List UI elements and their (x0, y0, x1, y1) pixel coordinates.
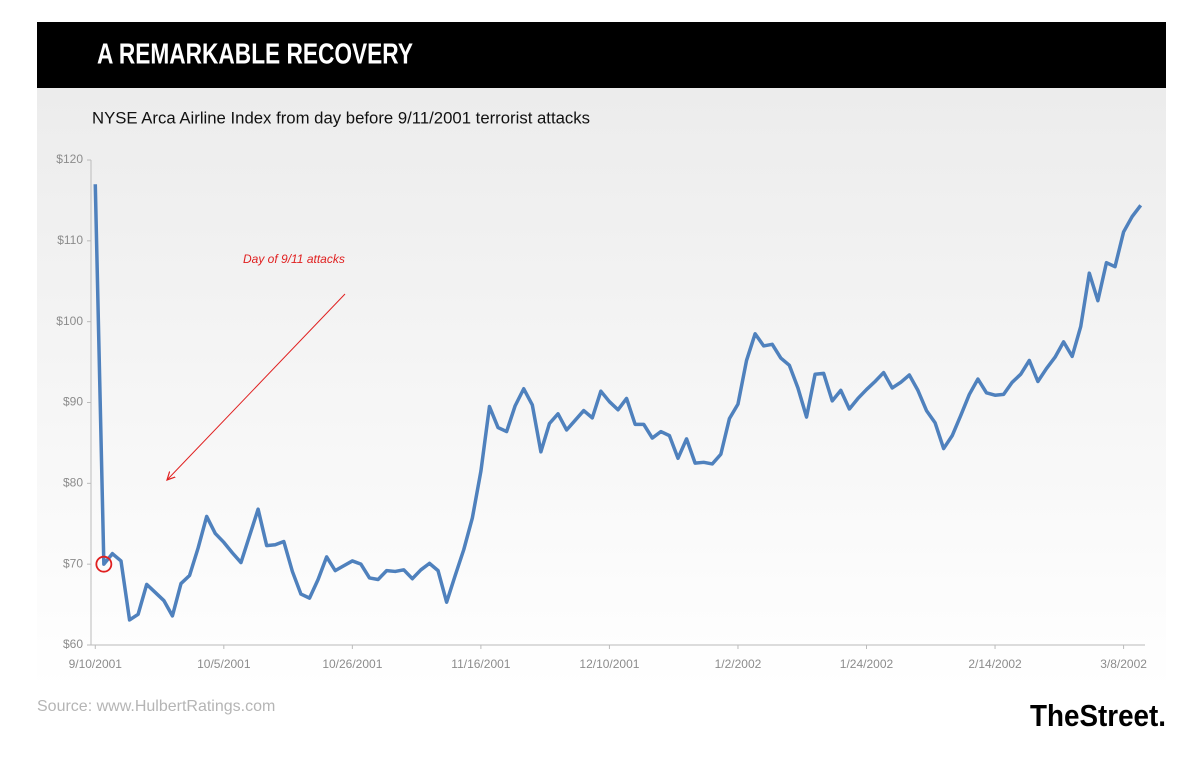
y-tick-label: $80 (63, 476, 83, 490)
source: Source: www.HulbertRatings.com (37, 698, 275, 715)
annotation-arrow (167, 293, 346, 480)
data-line (93, 184, 1143, 622)
logo: TheStreet. (1030, 698, 1166, 733)
x-tick-label: 2/14/2002 (968, 657, 1022, 671)
x-tick-label: 3/8/2002 (1100, 657, 1147, 671)
x-tick-label: 10/26/2001 (322, 657, 382, 671)
y-tick-label: $100 (56, 314, 83, 328)
x-tick-label: 9/10/2001 (69, 657, 123, 671)
y-tick-label: $90 (63, 395, 83, 409)
x-tick-label: 11/16/2001 (451, 657, 510, 671)
y-tick-label: $70 (63, 556, 83, 570)
x-tick-label: 1/24/2002 (840, 657, 894, 671)
y-tick-label: $110 (57, 233, 83, 247)
y-tick-label: $120 (56, 152, 83, 166)
highlight-circle (95, 555, 113, 573)
annotation: Day of 9/11 attacks (243, 252, 345, 266)
plot-background (37, 88, 1166, 690)
header-bar (37, 22, 1166, 88)
chart-subtitle: NYSE Arca Airline Index from day before … (92, 108, 590, 127)
y-tick-label: $60 (63, 637, 83, 651)
x-tick-label: 12/10/2001 (579, 657, 639, 671)
x-tick-label: 1/2/2002 (715, 657, 762, 671)
chart-title: A REMARKABLE RECOVERY (97, 39, 413, 71)
x-tick-label: 10/5/2001 (197, 657, 251, 671)
